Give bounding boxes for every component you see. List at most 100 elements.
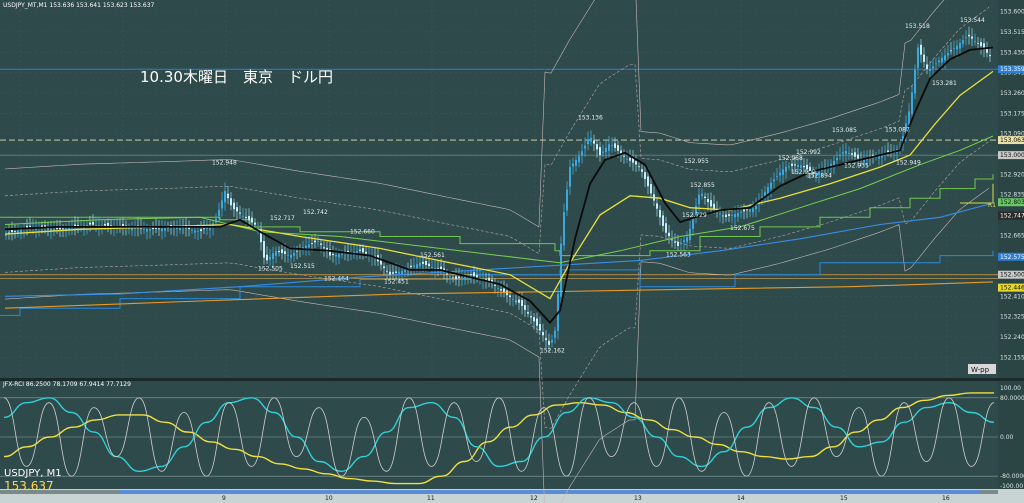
candle-body <box>659 209 661 218</box>
candle-body <box>845 150 847 154</box>
candle-body <box>782 169 784 175</box>
candle-body <box>47 228 49 230</box>
candle-body <box>395 271 397 273</box>
candle-body <box>104 223 106 226</box>
candle-body <box>269 256 271 260</box>
candle-body <box>923 54 925 62</box>
ma-black <box>4 46 994 324</box>
candle-body <box>563 211 565 246</box>
candle-body <box>566 189 568 211</box>
osc-tick: 0.00 <box>1000 434 1014 441</box>
osc-series-2 <box>3 397 995 477</box>
candle-body <box>821 169 823 171</box>
candle-body <box>542 331 544 336</box>
price-annotation: 152.935 <box>844 163 869 170</box>
candle-body <box>446 273 448 275</box>
candle-body <box>692 217 694 229</box>
candle-body <box>863 158 865 163</box>
price-tick: 152.155 <box>1000 354 1024 361</box>
step-green <box>0 174 994 257</box>
price-annotation: 152.563 <box>666 252 691 259</box>
candle-body <box>779 172 781 176</box>
candle-body <box>218 209 220 217</box>
candle-body <box>236 207 238 212</box>
candle-body <box>455 276 457 280</box>
candle-body <box>671 238 673 240</box>
candle-body <box>194 230 196 233</box>
candle-body <box>776 176 778 177</box>
candle-body <box>341 253 343 255</box>
price-axis-badge <box>998 252 1024 261</box>
osc-series-0 <box>3 392 994 485</box>
candle-body <box>530 316 532 318</box>
candle-body <box>572 163 574 167</box>
candle-body <box>773 179 775 182</box>
band-1-upper <box>4 7 990 255</box>
price-tick: 152.665 <box>1000 232 1024 239</box>
candle-body <box>89 222 91 225</box>
osc-tick: -80.0000 <box>1000 473 1024 480</box>
candle-body <box>200 229 202 232</box>
candle-body <box>749 209 751 212</box>
candle-body <box>365 251 367 254</box>
candle-body <box>587 139 589 144</box>
candle-body <box>548 340 550 345</box>
candle-body <box>848 152 850 154</box>
candle-body <box>323 247 325 249</box>
candle-body <box>701 193 703 196</box>
candle-body <box>278 250 280 253</box>
candle-body <box>890 150 892 152</box>
price-annotation: 153.544 <box>960 17 985 24</box>
candle-body <box>617 145 619 151</box>
w-pp-label: W-pp <box>971 366 990 374</box>
candle-body <box>608 144 610 151</box>
candle-body <box>239 212 241 214</box>
candle-body <box>314 240 316 243</box>
candle-body <box>242 215 244 217</box>
price-axis-badge-label: 153.359 <box>1000 66 1024 73</box>
candle-body <box>626 158 628 160</box>
price-axis-ticks: 153.600153.515153.430153.345153.260153.1… <box>1000 9 1024 362</box>
candle-body <box>857 154 859 159</box>
candle-body <box>335 254 337 257</box>
price-axis-badge <box>998 136 1024 145</box>
candle-body <box>677 241 679 247</box>
main-plot-area[interactable] <box>0 0 998 378</box>
candle-body <box>134 228 136 229</box>
candle-body <box>95 224 97 226</box>
candle-body <box>578 156 580 163</box>
candle-body <box>635 161 637 165</box>
candle-body <box>614 143 616 148</box>
candle-body <box>866 158 868 161</box>
candle-body <box>956 45 958 50</box>
candle-body <box>107 222 109 226</box>
candle-body <box>521 299 523 306</box>
candle-body <box>980 42 982 47</box>
candle-body <box>20 229 22 233</box>
candle-body <box>476 275 478 278</box>
candle-body <box>74 224 76 227</box>
candle-body <box>428 263 430 266</box>
candle-body <box>740 212 742 214</box>
candle-body <box>197 231 199 232</box>
time-tick: 11 <box>427 495 435 502</box>
candle-body <box>710 200 712 207</box>
candle-body <box>797 165 799 168</box>
candle-body <box>539 324 541 331</box>
price-tick: 153.515 <box>1000 29 1024 36</box>
band-2-upper <box>4 0 945 228</box>
scrollbar-thumb[interactable] <box>120 490 980 494</box>
candle-body <box>419 262 421 267</box>
candle-body <box>569 167 571 187</box>
candle-body <box>959 42 961 49</box>
price-tick: 153.260 <box>1000 90 1024 97</box>
candle-body <box>437 268 439 270</box>
price-annotation: 152.855 <box>690 182 715 189</box>
candle-body <box>713 203 715 210</box>
candle-body <box>86 224 88 227</box>
price-annotation: 153.518 <box>905 23 930 30</box>
candle-body <box>389 271 391 275</box>
candle-body <box>248 215 250 221</box>
candle-body <box>668 232 670 237</box>
